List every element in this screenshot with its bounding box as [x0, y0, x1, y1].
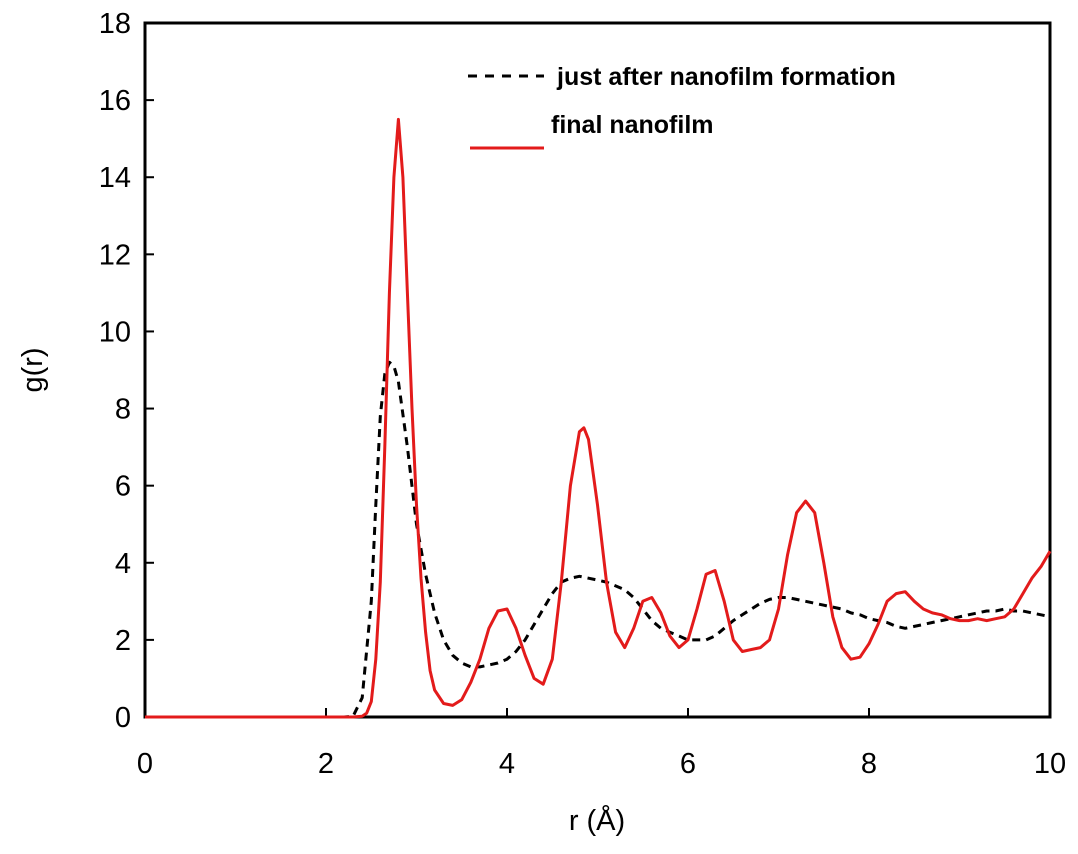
y-tick-label: 14 [99, 162, 131, 194]
series-line-0 [145, 360, 1051, 719]
y-tick-label: 0 [115, 702, 131, 734]
y-tick-label: 6 [115, 471, 131, 503]
x-tick-label: 0 [137, 748, 153, 780]
legend-label-0: just after nanofilm formation [556, 63, 896, 91]
y-tick-label: 4 [115, 548, 131, 580]
y-axis-title: g(r) [17, 347, 49, 392]
x-tick-label: 4 [499, 748, 515, 780]
y-tick-label: 18 [99, 8, 131, 40]
y-tick-label: 2 [115, 625, 131, 657]
y-tick-label: 10 [99, 316, 131, 348]
legend: just after nanofilm formation final nano… [468, 63, 896, 150]
x-axis-title: r (Å) [569, 804, 625, 837]
plot-frame [143, 21, 1052, 719]
x-tick-label: 8 [861, 748, 877, 780]
y-axis: 0 2 4 6 8 10 12 14 16 18 [99, 8, 154, 734]
x-tick-label: 10 [1034, 748, 1066, 780]
y-tick-label: 16 [99, 85, 131, 117]
legend-label-1: final nanofilm [551, 111, 714, 139]
x-tick-label: 6 [680, 748, 696, 780]
series-layer [145, 117, 1052, 719]
x-axis: 0 2 4 6 8 10 [137, 708, 1066, 780]
x-tick-label: 2 [318, 748, 334, 780]
y-tick-label: 8 [115, 394, 131, 426]
y-tick-label: 12 [99, 239, 131, 271]
series-line-1 [145, 117, 1052, 719]
